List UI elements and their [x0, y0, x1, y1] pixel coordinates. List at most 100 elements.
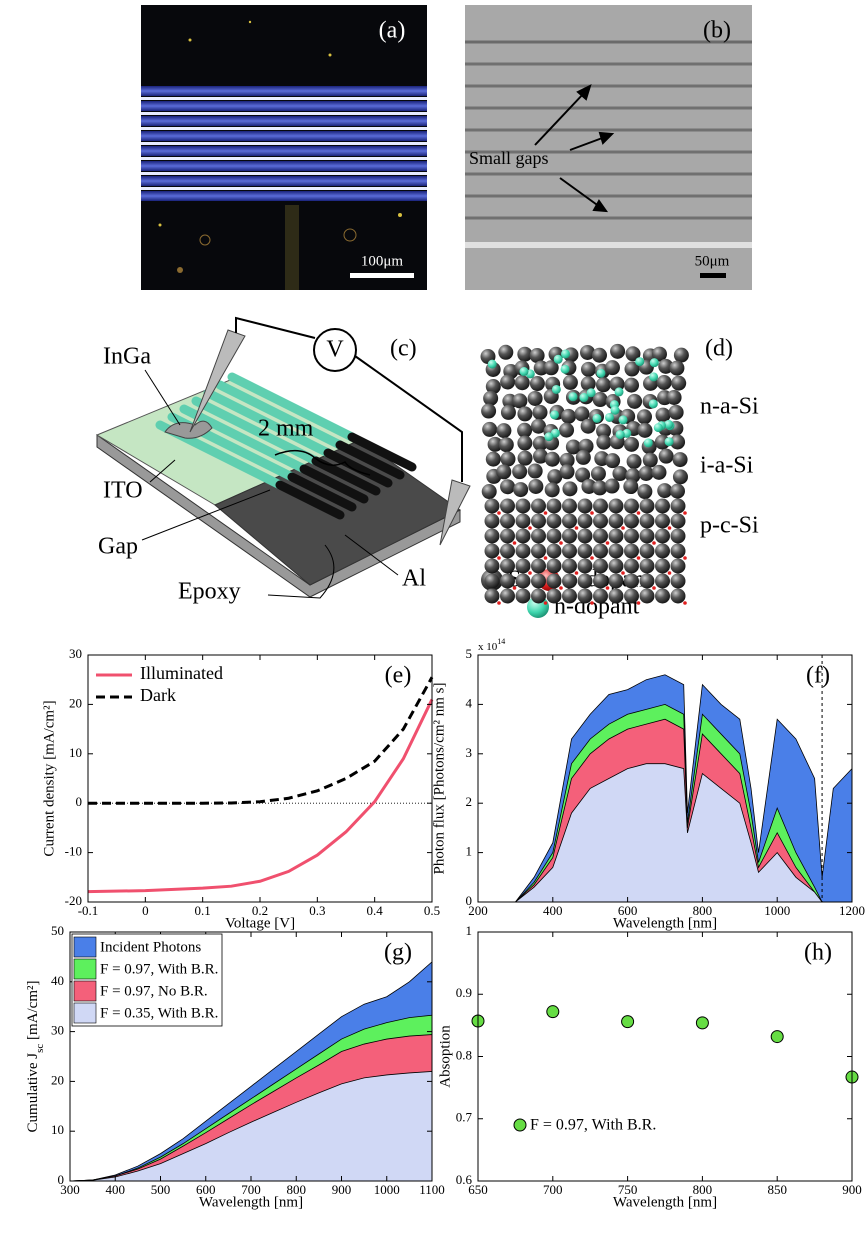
si-atom — [609, 529, 624, 544]
y-tick-label: 30 — [69, 646, 82, 661]
si-atom — [531, 544, 546, 559]
y-axis-label: Current density [mA/cm²] — [41, 700, 57, 856]
si-atom — [516, 574, 531, 589]
annotation: Small gaps — [469, 148, 549, 168]
si-atom — [624, 378, 639, 393]
voltmeter-label: V — [326, 337, 344, 363]
x-tick-label: 0 — [142, 903, 149, 918]
x-tick-label: 700 — [543, 1182, 563, 1197]
n-dopant-atom — [615, 387, 624, 396]
si-atom — [671, 589, 686, 604]
scale-bar — [700, 273, 726, 278]
x-axis-label: Wavelength [nm] — [199, 1194, 303, 1210]
y-scale-base: x 10 — [478, 641, 498, 653]
si-atom — [605, 453, 620, 468]
si-atom — [592, 348, 607, 363]
panel-d: (d) n-a-Si i-a-Si p-c-Si Si p-dopant n-d… — [481, 336, 759, 620]
legend-swatch — [74, 1003, 96, 1023]
n-dopant-atom — [587, 388, 596, 397]
si-atom — [640, 499, 655, 514]
si-atom — [485, 589, 500, 604]
y-tick-label: 10 — [69, 745, 82, 760]
si-atom — [655, 574, 670, 589]
p-dopant-atom — [637, 556, 641, 560]
si-atom — [609, 544, 624, 559]
y-scale-exponent: 14 — [497, 637, 505, 646]
legend-label: F = 0.97, No B.R. — [100, 983, 208, 999]
y-tick-label: 40 — [51, 973, 64, 988]
si-atom — [562, 529, 577, 544]
si-atom — [640, 529, 655, 544]
si-atom — [500, 589, 515, 604]
n-dopant-atom — [488, 360, 497, 369]
p-dopant-atom — [559, 586, 563, 590]
si-atom — [605, 360, 620, 375]
layer-label: i-a-Si — [700, 453, 754, 479]
layer-label: p-c-Si — [700, 513, 759, 539]
si-atom — [528, 464, 543, 479]
y-tick-label: 50 — [51, 923, 64, 938]
panel-label: (g) — [384, 940, 412, 966]
si-atom — [500, 499, 515, 514]
x-axis-label: Voltage [V] — [225, 915, 295, 931]
y-tick-label: 4 — [466, 695, 473, 710]
si-atom — [562, 514, 577, 529]
length-label: 2 mm — [258, 416, 314, 442]
si-atom — [483, 391, 498, 406]
si-atom — [643, 453, 658, 468]
panel-label: (c) — [390, 336, 417, 362]
part-label: InGa — [103, 344, 151, 370]
si-atom — [547, 529, 562, 544]
si-atom — [624, 529, 639, 544]
legend-swatch — [74, 981, 96, 1001]
si-atom — [531, 559, 546, 574]
n-dopant-atom — [611, 406, 620, 415]
si-atom — [674, 348, 689, 363]
si-atom — [639, 466, 654, 481]
si-atom — [593, 559, 608, 574]
si-atom — [500, 544, 515, 559]
y-tick-label: 1 — [466, 844, 473, 859]
panel-label: (a) — [379, 18, 406, 44]
si-atom — [671, 376, 686, 391]
si-atom — [559, 423, 574, 438]
legend-swatch — [74, 937, 96, 957]
si-atom — [485, 574, 500, 589]
n-dopant-atom — [644, 438, 653, 447]
si-atom — [486, 452, 501, 467]
p-dopant-atom — [497, 511, 501, 515]
legend-label: Dark — [140, 685, 176, 705]
p-dopant-atom — [683, 511, 687, 515]
n-dopant-atom — [635, 357, 644, 366]
si-atom — [500, 559, 515, 574]
n-dopant-atom — [596, 369, 605, 378]
y-axis-label-part: Cumulative J — [25, 1053, 41, 1133]
si-atom — [655, 559, 670, 574]
x-tick-label: 900 — [332, 1182, 352, 1197]
y-tick-label: 0.9 — [456, 985, 472, 1000]
si-atom — [482, 422, 497, 437]
si-atom — [624, 589, 639, 604]
si-atom — [485, 514, 500, 529]
si-atom — [627, 454, 642, 469]
legend-label: Illuminated — [140, 663, 223, 683]
si-atom — [485, 499, 500, 514]
si-atom — [547, 574, 562, 589]
si-atom — [655, 529, 670, 544]
y-tick-label: 30 — [51, 1023, 64, 1038]
si-atom — [669, 405, 684, 420]
si-atom — [671, 544, 686, 559]
si-atom — [637, 423, 652, 438]
y-axis-label: Cumulative Jsc [mA/cm²] — [25, 981, 45, 1133]
si-atom — [500, 514, 515, 529]
si-atom — [547, 544, 562, 559]
p-dopant-atom — [559, 541, 563, 545]
si-atom — [562, 499, 577, 514]
part-label: Al — [402, 566, 426, 592]
x-tick-label: 0.4 — [367, 903, 384, 918]
si-atom — [512, 464, 527, 479]
p-dopant-atom — [606, 586, 610, 590]
si-atom — [609, 559, 624, 574]
si-atom — [516, 529, 531, 544]
n-dopant-atom — [592, 414, 601, 423]
